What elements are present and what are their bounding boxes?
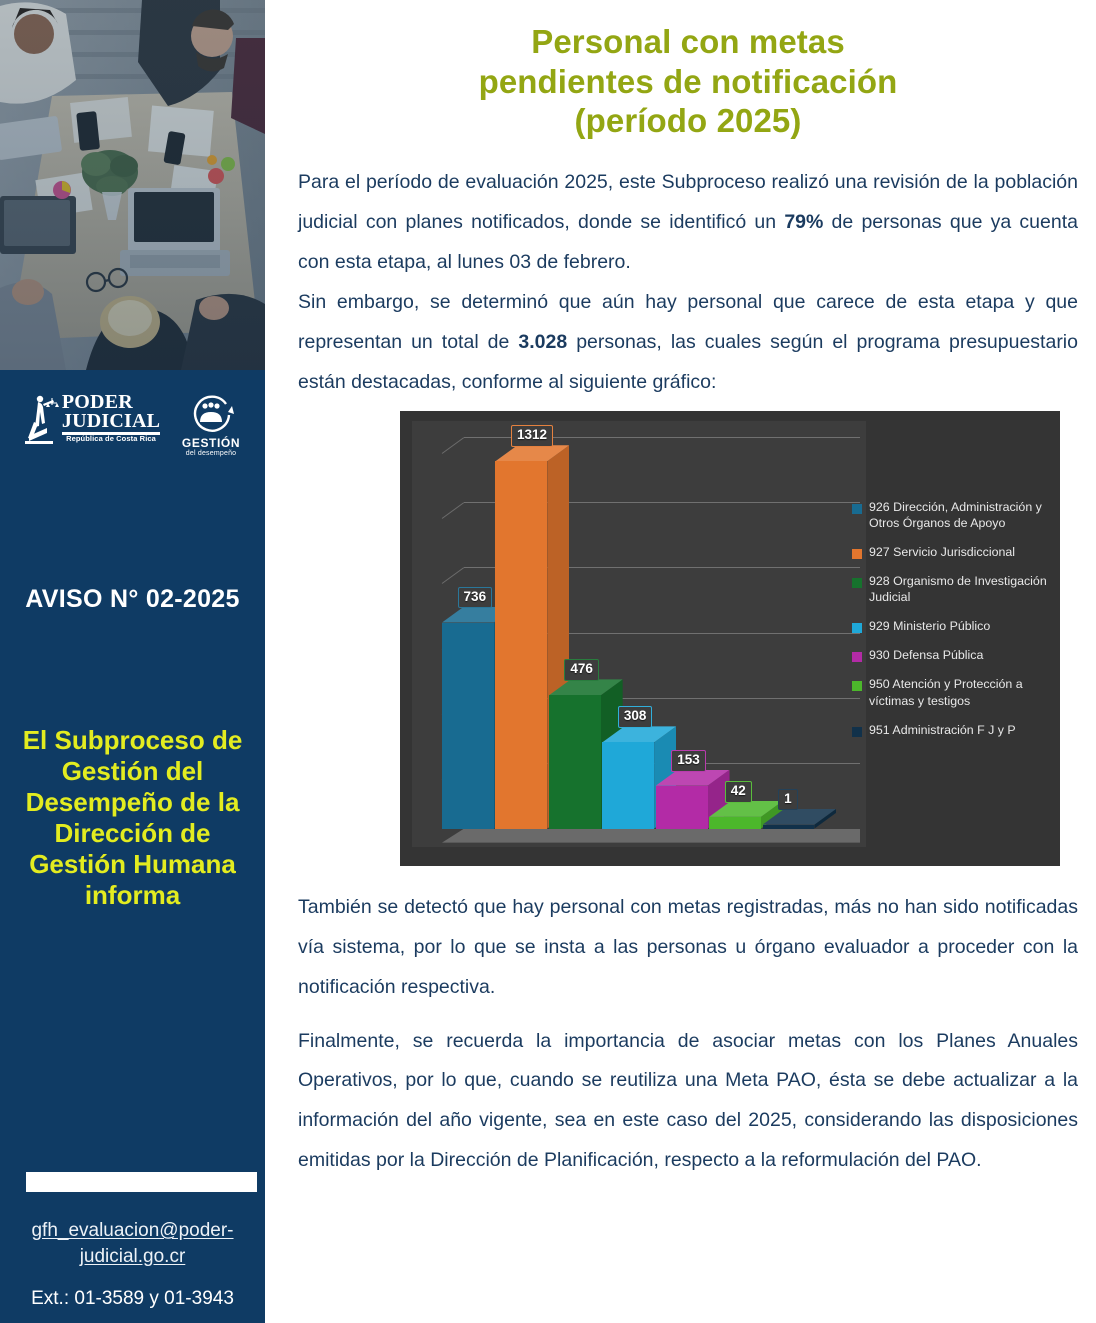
legend-swatch-icon bbox=[852, 726, 862, 737]
gridline bbox=[464, 436, 860, 438]
chart-container: 736 1312 476 308 153 42 1 926 Dirección, Admin… bbox=[400, 410, 1078, 866]
bar-top bbox=[495, 445, 569, 461]
legend-label: 930 Defensa Pública bbox=[869, 648, 984, 663]
legend-label: 926 Dirección, Administración y Otros Ór… bbox=[869, 499, 1042, 530]
legend-item-6[interactable]: 950 Atención y Protección a víctimas y t… bbox=[852, 676, 1052, 708]
legend-label: 950 Atención y Protección a víctimas y t… bbox=[869, 677, 1023, 708]
sidebar: PODER JUDICIAL República de Costa Rica bbox=[0, 0, 265, 1323]
paragraph-3: También se detectó que hay personal con … bbox=[298, 895, 1078, 998]
bar-face bbox=[655, 785, 708, 829]
percent-highlight: 79% bbox=[784, 210, 824, 233]
legend-item-5[interactable]: 930 Defensa Pública bbox=[852, 647, 1052, 663]
logo-line-judicial: JUDICIAL bbox=[61, 409, 161, 432]
legend-item-1[interactable]: 926 Dirección, Administración y Otros Ór… bbox=[852, 499, 1052, 531]
contact-email-link[interactable]: gfh_evaluacion@poder-judicial.go.cr bbox=[31, 1220, 234, 1267]
bar-7[interactable] bbox=[762, 809, 837, 829]
bar-top bbox=[602, 726, 676, 742]
poder-judicial-logo: PODER JUDICIAL República de Costa Rica bbox=[24, 391, 161, 444]
legend-label: 928 Organismo de Investigación Judicial bbox=[869, 573, 1047, 605]
legend-item-2[interactable]: 927 Servicio Jurisdiccional bbox=[852, 544, 1052, 560]
bar-5[interactable] bbox=[655, 770, 730, 829]
bar-value-label: 308 bbox=[617, 706, 653, 729]
page-title-line-1: Personal con metas bbox=[531, 23, 845, 60]
paragraph-spacer bbox=[298, 1008, 1078, 1022]
meeting-photo-illustration bbox=[0, 0, 265, 370]
contact-extensions: Ext.: 01-3589 y 01-3943 bbox=[31, 1288, 234, 1309]
gestion-desempeno-logo: GESTIÓN del desempeño bbox=[182, 392, 240, 457]
paragraph-2-part-b: personas, las cuales según el programa p… bbox=[298, 330, 1078, 393]
page-title: Personal con metas pendientes de notific… bbox=[298, 22, 1078, 141]
legend-swatch-icon bbox=[852, 548, 862, 559]
gestion-label: GESTIÓN bbox=[181, 436, 241, 450]
bar-face bbox=[602, 742, 655, 829]
bar-top bbox=[549, 679, 623, 695]
legend-label: 927 Servicio Jurisdiccional bbox=[869, 544, 1016, 559]
chart-floor bbox=[442, 828, 860, 843]
bar-value-label: 1312 bbox=[510, 425, 554, 448]
bar-face bbox=[762, 824, 815, 829]
chart-legend: 926 Dirección, Administración y Otros Ór… bbox=[852, 499, 1052, 751]
legend-label: 929 Ministerio Público bbox=[869, 619, 991, 634]
paragraph-4: Finalmente, se recuerda la importancia d… bbox=[298, 1029, 1078, 1172]
legend-swatch-icon bbox=[852, 503, 862, 514]
bar-value-label: 736 bbox=[457, 586, 493, 609]
sidebar-logos: PODER JUDICIAL República de Costa Rica bbox=[0, 392, 265, 457]
paragraph-2-part-a: Sin embargo, se determinó que aún hay pe… bbox=[298, 290, 1078, 353]
logo-line-republica: República de Costa Rica bbox=[66, 433, 156, 443]
bar-value-label: 476 bbox=[564, 659, 599, 682]
legend-item-4[interactable]: 929 Ministerio Público bbox=[852, 618, 1052, 634]
justice-statue-icon bbox=[24, 395, 59, 444]
main-content: Personal con metas pendientes de notific… bbox=[265, 0, 1096, 1323]
legend-swatch-icon bbox=[852, 623, 862, 634]
bar-face bbox=[442, 622, 494, 829]
bar-chart[interactable]: 736 1312 476 308 153 42 1 926 Dirección, Admin… bbox=[400, 410, 1060, 866]
legend-swatch-icon bbox=[852, 681, 862, 692]
aviso-number: AVISO N° 02-2025 bbox=[25, 585, 240, 613]
bar-face bbox=[495, 461, 548, 829]
legend-item-7[interactable]: 951 Administración F J y P bbox=[852, 722, 1052, 738]
bar-top bbox=[656, 770, 730, 786]
poder-judicial-wordmark: PODER JUDICIAL República de Costa Rica bbox=[61, 391, 161, 443]
bar-top bbox=[763, 809, 837, 825]
gridline bbox=[464, 567, 860, 569]
bar-face bbox=[709, 816, 761, 829]
bar-face bbox=[548, 695, 601, 829]
legend-label: 951 Administración F J y P bbox=[869, 722, 1016, 737]
gridline bbox=[464, 632, 860, 634]
bar-value-label: 153 bbox=[671, 749, 706, 772]
bar-value-label: 1 bbox=[778, 788, 798, 811]
legend-item-3[interactable]: 928 Organismo de Investigación Judicial bbox=[852, 573, 1052, 605]
page-title-line-3: (período 2025) bbox=[574, 102, 802, 140]
bar-top bbox=[709, 801, 783, 817]
legend-swatch-icon bbox=[852, 577, 862, 588]
bar-value-label: 42 bbox=[724, 780, 752, 803]
logo-rule bbox=[61, 431, 161, 435]
paragraph-2: Sin embargo, se determinó que aún hay pe… bbox=[298, 283, 1078, 403]
gridline bbox=[464, 697, 860, 699]
people-circle-icon bbox=[193, 395, 235, 432]
desempeno-label: del desempeño bbox=[185, 450, 237, 457]
paragraph-1: Para el período de evaluación 2025, este… bbox=[298, 163, 1078, 283]
gridline bbox=[464, 501, 860, 503]
meeting-photo bbox=[0, 0, 265, 370]
logo-line-poder: PODER bbox=[61, 391, 133, 414]
sidebar-headline: El Subproceso de Gestión del Desempeño d… bbox=[22, 725, 243, 910]
chart-plot-area: 736 1312 476 308 153 42 1 bbox=[400, 411, 1060, 866]
sidebar-divider bbox=[26, 1172, 257, 1192]
paragraph-1-part-a: Para el período de evaluación 2025, este… bbox=[298, 170, 1078, 233]
legend-swatch-icon bbox=[852, 652, 862, 663]
paragraph-1-part-b: de personas que ya cuenta con esta etapa… bbox=[298, 210, 1078, 273]
page-title-line-2: pendientes de notificación bbox=[478, 62, 898, 100]
total-highlight: 3.028 bbox=[518, 330, 568, 353]
